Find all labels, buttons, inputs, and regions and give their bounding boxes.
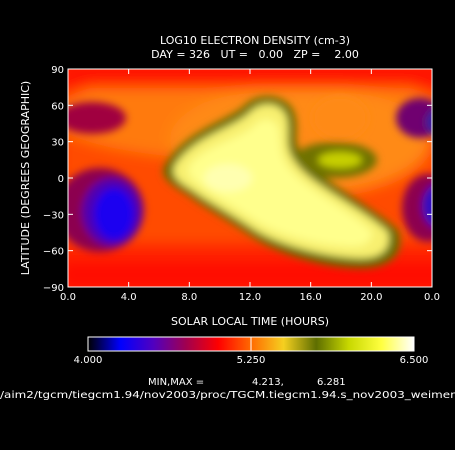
y-axis-label: LATITUDE (DEGREES GEOGRAPHIC) — [19, 81, 32, 275]
y-tick-label: −90 — [43, 283, 64, 294]
colorbar-mid-label: 5.250 — [237, 355, 266, 366]
x-axis-label: SOLAR LOCAL TIME (HOURS) — [171, 315, 329, 328]
y-axis-ticks: 90 60 30 0 −30 −60 −90 — [43, 65, 432, 294]
y-tick-label: 90 — [51, 65, 64, 76]
y-tick-label: 30 — [51, 138, 64, 149]
x-tick-label: 4.0 — [121, 292, 137, 303]
x-axis-ticks: 0.0 4.0 8.0 12.0 16.0 20.0 0.0 — [60, 69, 440, 303]
y-tick-label: −30 — [43, 210, 64, 221]
y-tick-label: 60 — [51, 101, 64, 112]
chart-title: LOG10 ELECTRON DENSITY (cm-3) — [160, 34, 350, 47]
x-tick-label: 16.0 — [300, 292, 322, 303]
y-tick-label: 0 — [58, 174, 64, 185]
minmax-min-value: 4.213, — [252, 377, 284, 388]
colorbar-min-label: 4.000 — [74, 355, 103, 366]
y-tick-label: −60 — [43, 247, 64, 258]
x-tick-label: 8.0 — [181, 292, 197, 303]
x-tick-label: 0.0 — [60, 292, 76, 303]
minmax-max-value: 6.281 — [317, 377, 346, 388]
minmax-label: MIN,MAX = — [148, 377, 204, 388]
x-tick-label: 20.0 — [360, 292, 382, 303]
footer-path: /aim2/tgcm/tiegcm1.94/nov2003/proc/TGCM.… — [0, 390, 455, 401]
colorbar-max-label: 6.500 — [400, 355, 429, 366]
chart-subtitle: DAY = 326 UT = 0.00 ZP = 2.00 — [151, 48, 359, 61]
density-field — [68, 69, 432, 287]
x-tick-label: 12.0 — [239, 292, 261, 303]
x-tick-label: 0.0 — [424, 292, 440, 303]
